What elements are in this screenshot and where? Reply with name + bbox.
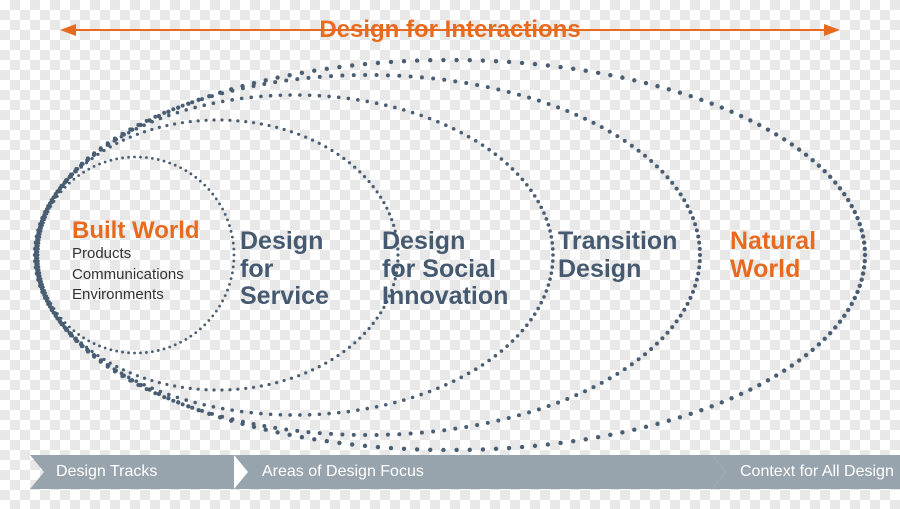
label-natural_world: NaturalWorld [730,228,860,283]
label-title: Designfor SocialInnovation [382,228,542,311]
label-transition_design: TransitionDesign [558,228,708,283]
label-title: Built World [72,218,232,244]
label-design_for_service: DesignforService [240,228,370,311]
header-arrow [60,24,840,36]
label-title: TransitionDesign [558,228,708,283]
label-design_for_social_innovation: Designfor SocialInnovation [382,228,542,311]
label-title: DesignforService [240,228,370,311]
chevron-context: Context for All Design [712,455,900,489]
label-built_world: Built WorldProductsCommunicationsEnviron… [72,218,232,305]
chevron-focus: Areas of Design Focus [234,455,712,489]
chevron-tracks: Design Tracks [30,455,234,489]
label-title: NaturalWorld [730,228,860,283]
chevron-band: Design TracksAreas of Design FocusContex… [30,455,900,489]
label-sub: ProductsCommunicationsEnvironments [72,244,232,305]
